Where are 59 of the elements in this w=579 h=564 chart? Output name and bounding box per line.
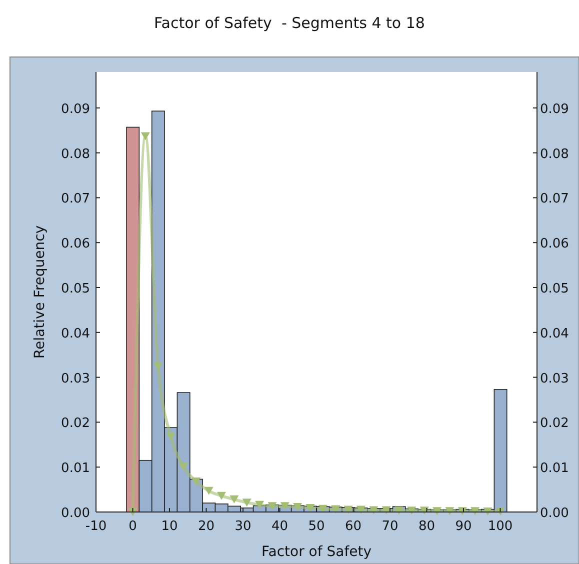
- y2-tick-label: 0.02: [540, 416, 569, 432]
- y-tick-label: 0.02: [61, 416, 90, 432]
- point: [230, 495, 239, 504]
- point: [154, 362, 163, 371]
- y2-tick-label: 0.06: [540, 236, 569, 252]
- y-tick-label: 0.00: [61, 506, 90, 521]
- y2-tick-label: 0.09: [540, 102, 569, 117]
- y2-tick-label: 0.01: [540, 461, 569, 476]
- x-tick-label: 40: [271, 519, 288, 534]
- y2-tick-label: 0.05: [540, 282, 569, 297]
- point: [166, 432, 176, 441]
- y2-tick-label: 0.04: [540, 326, 569, 342]
- point: [268, 502, 277, 510]
- y-axis-title: Relative Frequency: [32, 225, 48, 359]
- point: [192, 477, 201, 486]
- y2-tick-label: 0.00: [540, 506, 569, 521]
- point: [140, 132, 150, 140]
- point: [331, 505, 340, 514]
- x-tick-label: -10: [85, 519, 107, 534]
- y-tick-label: 0.03: [61, 371, 90, 386]
- point: [280, 502, 290, 510]
- x-tick-label: 80: [418, 519, 436, 534]
- x-tick-label: 50: [308, 519, 325, 534]
- x-tick-label: 0: [128, 519, 137, 534]
- x-tick-label: 90: [455, 519, 472, 534]
- point: [306, 504, 315, 512]
- point: [483, 508, 492, 516]
- x-tick-label: 30: [234, 519, 252, 534]
- point: [217, 492, 226, 500]
- x-tick-label: 70: [382, 519, 398, 534]
- point: [318, 504, 328, 513]
- y2-tick-label: 0.03: [540, 371, 569, 386]
- y2-tick-label: 0.08: [540, 146, 569, 162]
- point: [293, 503, 302, 512]
- point: [204, 486, 214, 495]
- x-tick-label: 100: [488, 519, 513, 534]
- y-tick-label: 0.08: [61, 146, 90, 162]
- x-axis-title: Factor of Safety: [261, 544, 372, 560]
- point: [242, 498, 252, 507]
- point: [382, 506, 391, 514]
- point: [178, 462, 188, 471]
- y-tick-label: 0.09: [61, 102, 90, 117]
- point: [394, 506, 404, 515]
- y-tick-label: 0.05: [61, 282, 90, 297]
- y-tick-label: 0.01: [61, 461, 90, 476]
- point: [432, 507, 442, 516]
- point: [420, 506, 429, 515]
- point: [445, 507, 454, 516]
- y2-tick-label: 0.07: [540, 192, 569, 207]
- x-tick-label: 10: [161, 519, 178, 534]
- x-tick-label: 60: [344, 519, 362, 534]
- y-tick-label: 0.07: [61, 192, 90, 207]
- point: [255, 500, 264, 509]
- chart-title: Factor of Safety - Segments 4 to 18: [154, 14, 425, 32]
- point: [470, 507, 480, 516]
- y-tick-label: 0.04: [61, 326, 90, 342]
- y-tick-label: 0.06: [61, 236, 90, 252]
- point: [407, 506, 416, 515]
- x-tick-label: 20: [198, 519, 215, 534]
